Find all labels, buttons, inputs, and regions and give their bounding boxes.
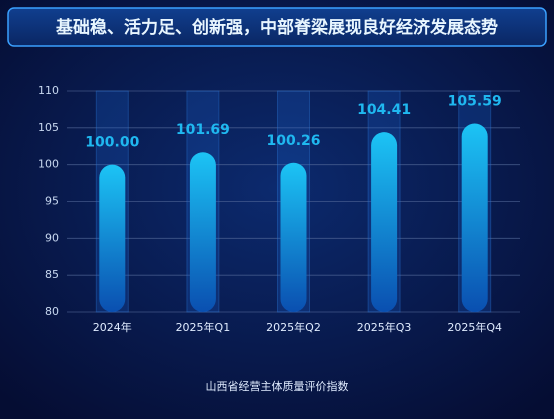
chart-title: 基础稳、活力足、创新强，中部脊梁展现良好经济发展态势 [55, 17, 498, 38]
y-tick-label: 95 [45, 195, 59, 208]
x-axis-label: 山西省经营主体质量评价指数 [206, 379, 349, 393]
bar [99, 164, 126, 312]
y-tick-label: 90 [45, 231, 59, 244]
y-tick-label: 110 [38, 84, 59, 97]
bar [371, 132, 398, 312]
x-tick-label: 2025年Q1 [176, 320, 231, 334]
bar [280, 162, 307, 312]
y-tick-label: 85 [45, 268, 59, 281]
x-tick-label: 2025年Q3 [357, 320, 412, 334]
y-tick-label: 80 [45, 305, 59, 318]
title-box [7, 7, 547, 47]
x-tick-label: 2025年Q2 [266, 320, 321, 334]
y-tick-label: 105 [38, 121, 59, 134]
data-label: 101.69 [176, 122, 230, 138]
bar [189, 152, 216, 312]
x-tick-label: 2024年 [93, 320, 132, 334]
y-tick-label: 100 [38, 158, 59, 171]
bar [461, 123, 488, 312]
x-tick-label: 2025年Q4 [447, 320, 502, 334]
data-label: 105.59 [448, 93, 502, 109]
data-label: 100.26 [266, 133, 320, 149]
data-label: 104.41 [357, 102, 411, 118]
data-label: 100.00 [85, 135, 139, 151]
